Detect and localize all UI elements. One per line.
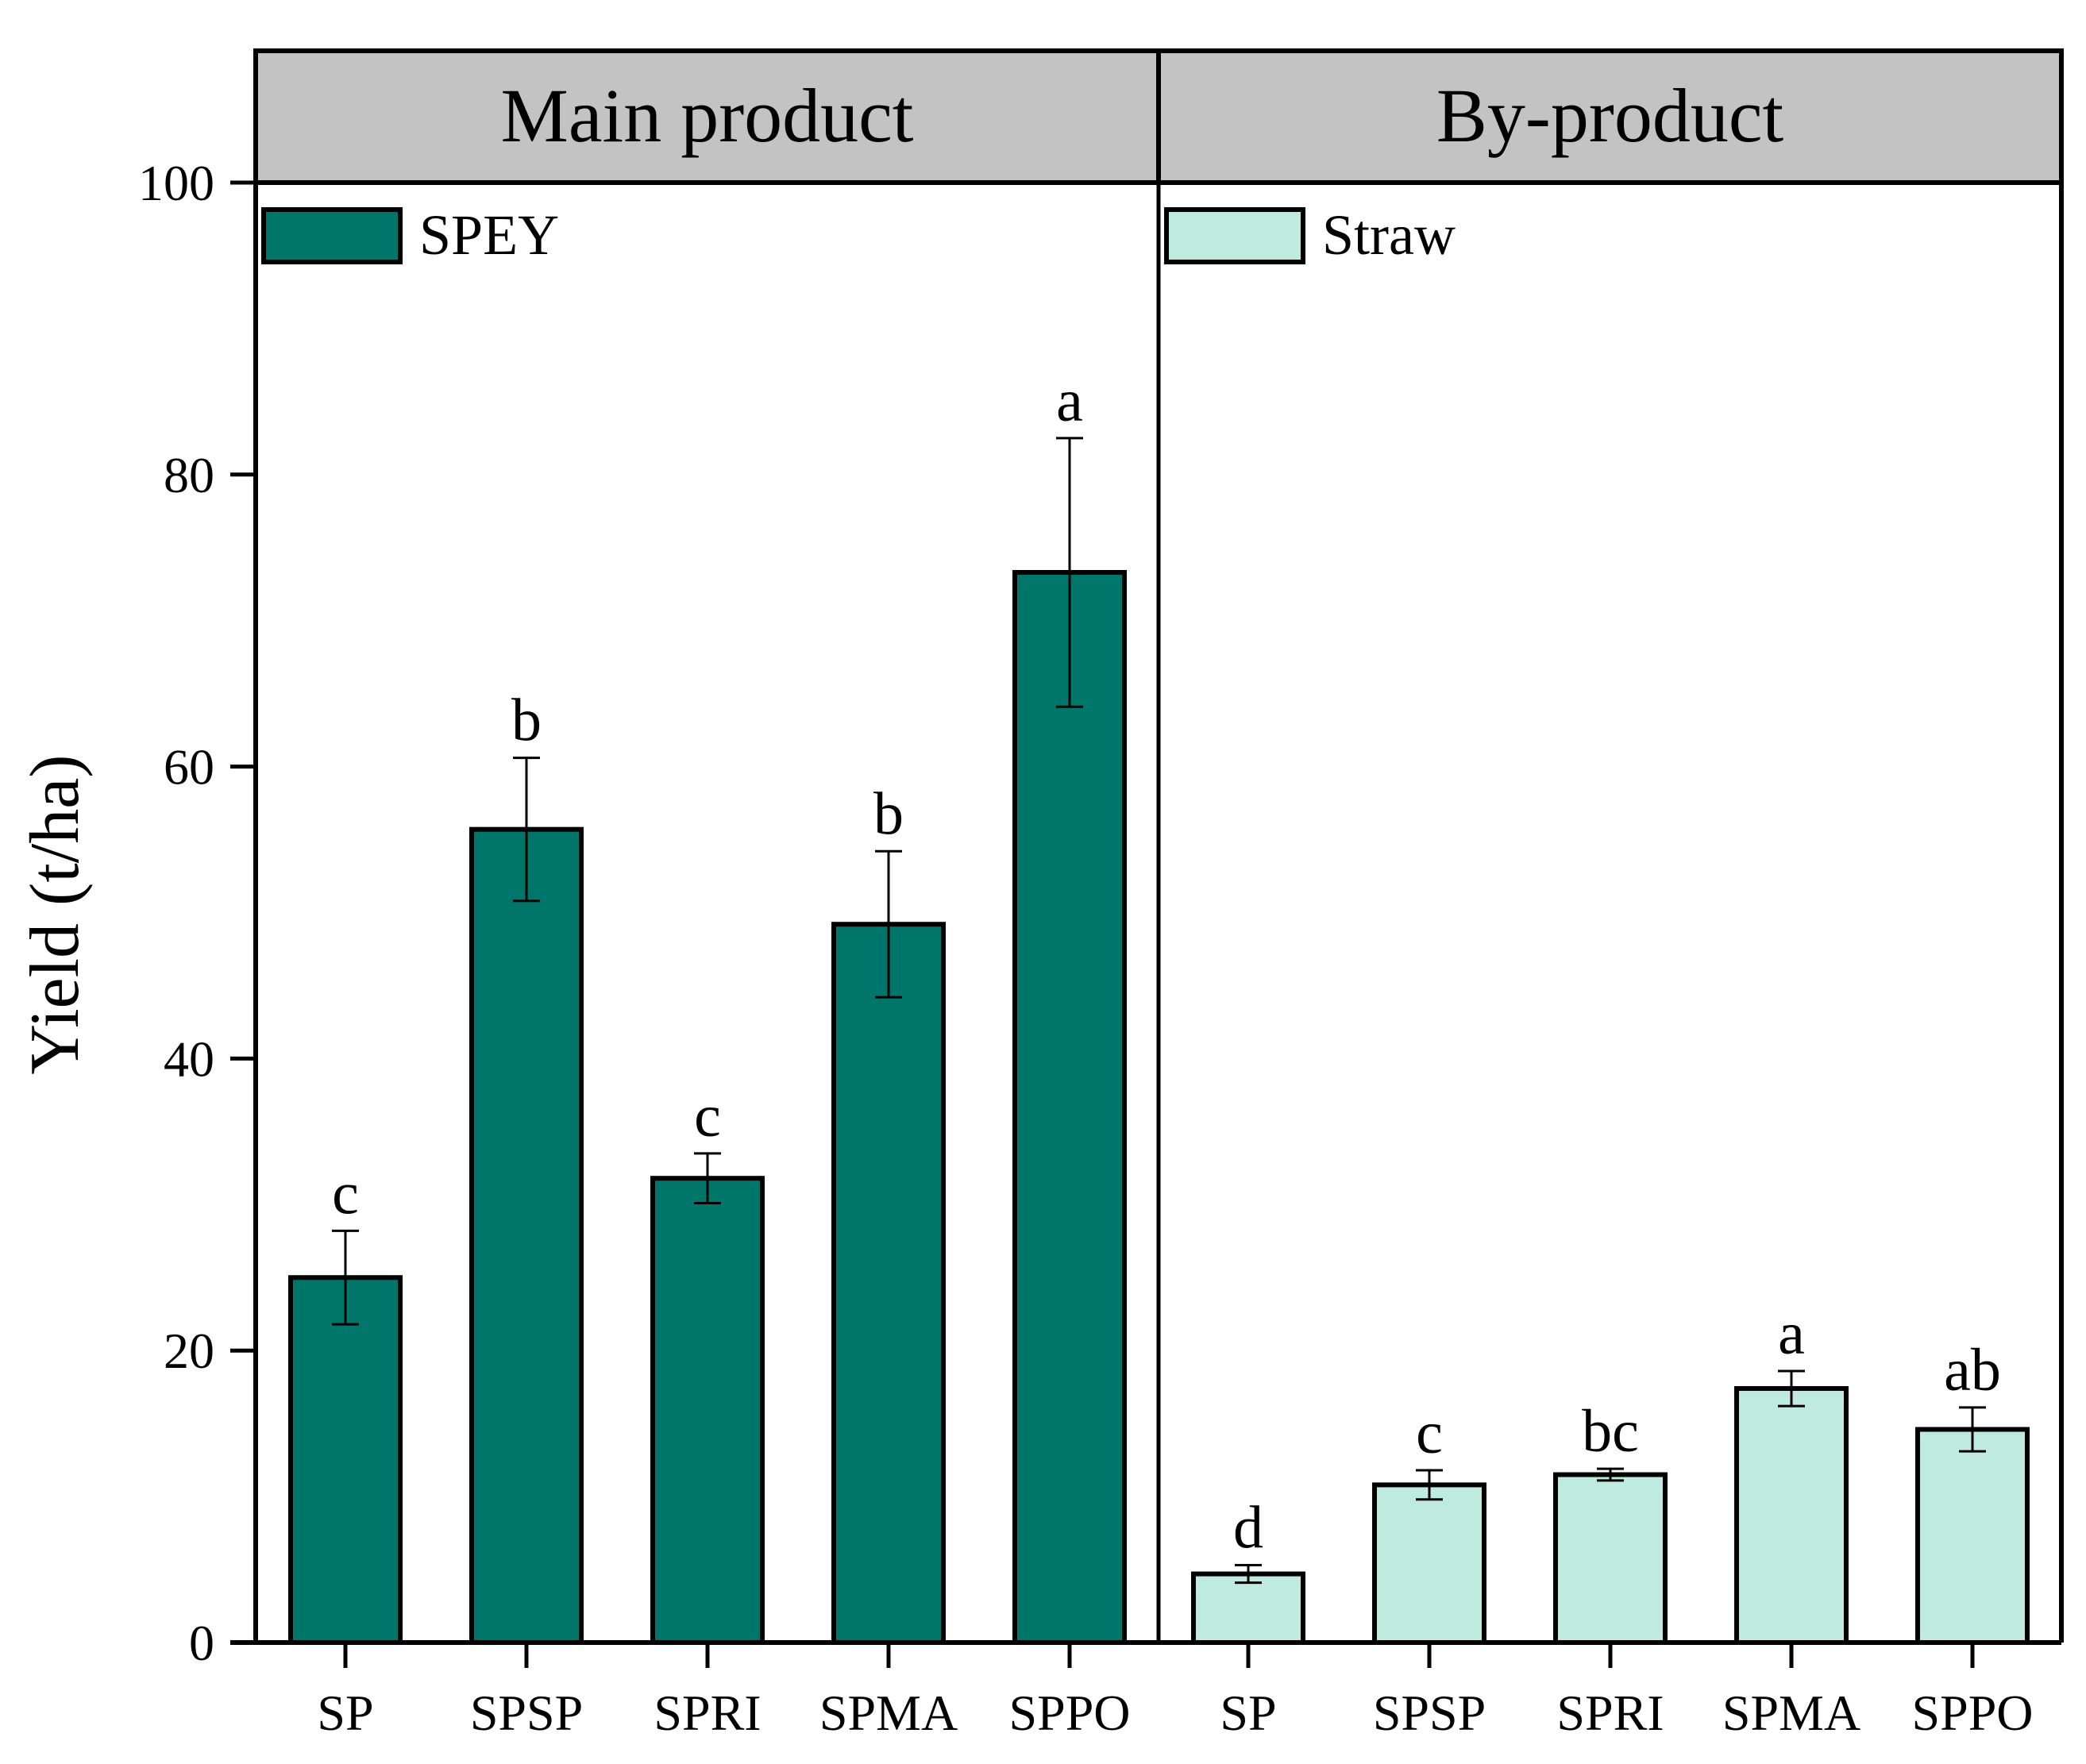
y-tick-label-80: 80 xyxy=(164,447,214,503)
main-sig-label-sppo: a xyxy=(1056,368,1083,434)
main-x-label-spri: SPRI xyxy=(654,1685,761,1741)
by-bar-sppo xyxy=(1915,1427,2030,1645)
main-bar-sppo xyxy=(1012,570,1127,1646)
by-legend-swatch xyxy=(1164,207,1305,264)
by-x-label-sp: SP xyxy=(1220,1685,1276,1741)
y-tick-label-20: 20 xyxy=(164,1323,214,1379)
main-bar-spma xyxy=(831,922,946,1646)
y-tick-label-100: 100 xyxy=(138,155,214,211)
by-bar-spri xyxy=(1553,1472,1668,1646)
by-x-label-sppo: SPPO xyxy=(1912,1685,2034,1741)
by-sig-label-spma: a xyxy=(1778,1300,1805,1367)
by-sig-label-spri: bc xyxy=(1582,1398,1639,1465)
by-x-label-spma: SPMA xyxy=(1722,1685,1860,1741)
by-sig-label-spsp: c xyxy=(1416,1400,1443,1466)
main-panel-header xyxy=(253,48,1161,185)
main-sig-label-spri: c xyxy=(694,1083,721,1150)
main-bar-spsp xyxy=(469,826,584,1645)
by-sig-label-sppo: ab xyxy=(1944,1337,2001,1404)
text-layer: Yield (t/ha) Main product SPEY c SP b SPSP c SP… xyxy=(17,73,2034,1741)
by-panel-header xyxy=(1156,48,2064,185)
main-legend-label: SPEY xyxy=(419,203,559,267)
main-x-label-sp: SP xyxy=(317,1685,373,1741)
by-bar-spsp xyxy=(1372,1482,1486,1645)
by-bar-spma xyxy=(1734,1386,1849,1646)
y-axis-title: Yield (t/ha) xyxy=(17,754,94,1074)
main-x-label-spma: SPMA xyxy=(819,1685,958,1741)
by-x-label-spri: SPRI xyxy=(1556,1685,1664,1741)
by-legend-label: Straw xyxy=(1322,203,1456,267)
y-tick-label-40: 40 xyxy=(164,1030,214,1087)
main-panel-title: Main product xyxy=(501,73,914,158)
main-bar-spri xyxy=(650,1176,765,1645)
main-sig-label-spsp: b xyxy=(511,687,542,754)
y-tick-label-0: 0 xyxy=(189,1615,214,1671)
bars-layer xyxy=(288,437,2030,1646)
by-x-label-spsp: SPSP xyxy=(1373,1685,1486,1741)
main-legend-swatch xyxy=(261,207,403,264)
by-sig-label-sp: d xyxy=(1233,1495,1263,1562)
main-x-label-spsp: SPSP xyxy=(470,1685,583,1741)
main-sig-label-spma: b xyxy=(873,780,904,847)
by-panel-title: By-product xyxy=(1436,73,1784,158)
by-bar-sp xyxy=(1191,1571,1305,1646)
main-sig-label-sp: c xyxy=(332,1160,359,1227)
main-bar-sp xyxy=(288,1275,403,1645)
main-x-label-sppo: SPPO xyxy=(1009,1685,1131,1741)
y-tick-label-60: 60 xyxy=(164,739,214,795)
